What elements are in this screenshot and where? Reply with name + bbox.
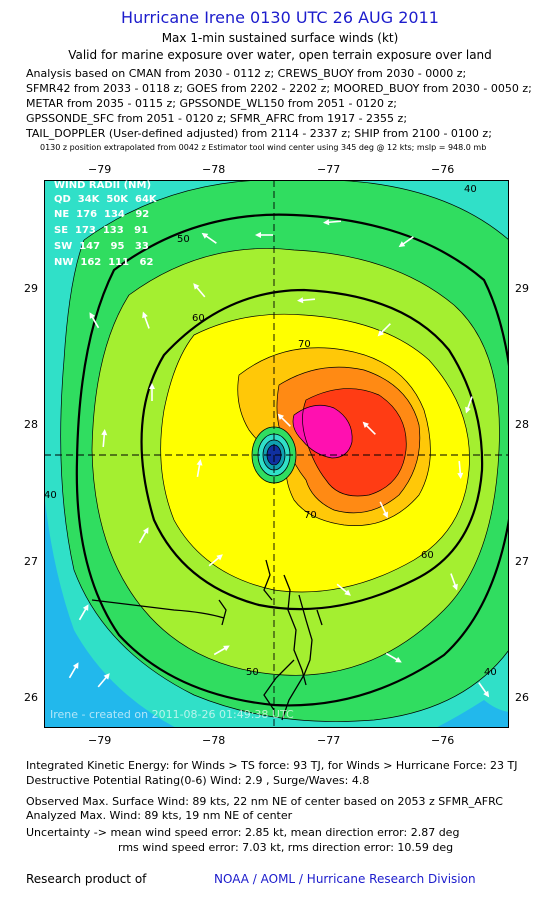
analysis-line: METAR from 2035 - 0115 z; GPSSONDE_WL150… [26,97,397,110]
lon-tick-bottom: −77 [317,734,341,747]
contour-label: 70 [298,339,311,350]
lon-tick-top: −77 [317,163,341,176]
lon-tick-top: −79 [88,163,112,176]
wind-radii-heading: WIND RADII (NM) [54,180,152,191]
wind-radii-row: SE 173 133 91 [54,225,149,236]
lat-tick-right: 26 [515,691,529,704]
lat-tick-left: 29 [24,282,38,295]
contour-34kt [75,213,509,707]
contour-label: 40 [464,184,477,195]
lon-tick-top: −78 [202,163,226,176]
lon-tick-bottom: −76 [431,734,455,747]
wind-radii-row: NW 162 111 62 [54,257,154,268]
lon-tick-bottom: −78 [202,734,226,747]
subtitle-winds: Max 1-min sustained surface winds (kt) [161,31,399,45]
analysis-line: SFMR42 from 2033 - 0118 z; GOES from 220… [26,82,532,95]
lat-tick-right: 28 [515,418,529,431]
wind-radii-row: SW 147 95 33 [54,241,149,252]
ike-line: Integrated Kinetic Energy: for Winds > T… [26,759,518,772]
wind-field-map: 40 50 60 70 40 50 60 70 40 [44,180,509,728]
wind-contour-svg: 40 50 60 70 40 50 60 70 40 [44,180,509,728]
position-note: 0130 z position extrapolated from 0042 z… [40,143,487,152]
page-title: Hurricane Irene 0130 UTC 26 AUG 2011 [121,8,439,27]
contour-label: 50 [177,234,190,245]
lat-tick-left: 27 [24,555,38,568]
lat-tick-left: 28 [24,418,38,431]
contour-64kt [140,288,484,611]
analysis-line: GPSSONDE_SFC from 2051 - 0120 z; SFMR_AF… [26,112,408,125]
map-frame [44,180,509,728]
lat-tick-left: 26 [24,691,38,704]
analysis-line: TAIL_DOPPLER (User-defined adjusted) fro… [26,127,492,140]
bahamas-coastline [91,559,323,721]
subtitle-exposure: Valid for marine exposure over water, op… [68,48,492,62]
contour-label: 70 [304,510,317,521]
contour-label: 40 [484,667,497,678]
observed-max-wind: Observed Max. Surface Wind: 89 kts, 22 n… [26,795,503,808]
lat-tick-right: 29 [515,282,529,295]
contour-label: 60 [421,550,434,561]
lat-tick-right: 27 [515,555,529,568]
lon-tick-top: −76 [431,163,455,176]
analysis-line: Analysis based on CMAN from 2030 - 0112 … [26,67,467,80]
lon-tick-bottom: −79 [88,734,112,747]
contour-label: 40 [44,490,57,501]
uncertainty-line: Uncertainty -> mean wind speed error: 2.… [26,826,460,839]
creation-watermark: Irene - created on 2011-08-26 01:49:38 U… [50,708,294,721]
dpr-line: Destructive Potential Rating(0-6) Wind: … [26,774,370,787]
footer-credit: Research product of [26,872,147,886]
contour-label: 50 [246,667,259,678]
contour-label: 60 [192,313,205,324]
footer-org-link[interactable]: NOAA / AOML / Hurricane Research Divisio… [214,872,476,886]
wind-radii-row: QD 34K 50K 64K [54,194,157,205]
uncertainty-rms-line: rms wind speed error: 7.03 kt, rms direc… [118,841,454,854]
wind-radii-row: NE 176 134 92 [54,209,150,220]
analyzed-max-wind: Analyzed Max. Wind: 89 kts, 19 nm NE of … [26,809,293,822]
